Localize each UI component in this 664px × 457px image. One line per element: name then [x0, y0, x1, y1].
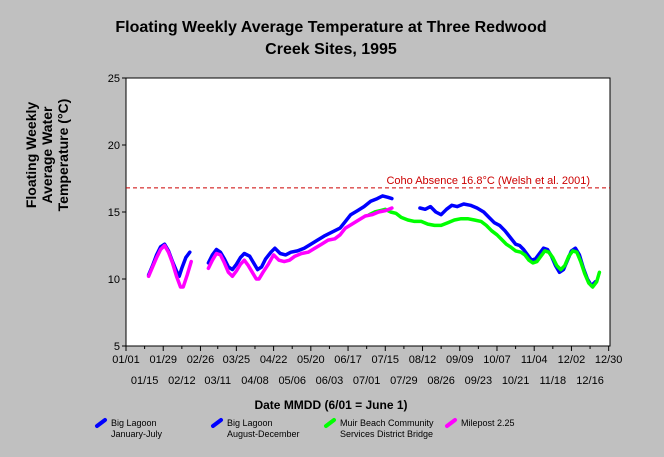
x-tick-label-lower-5: 06/03: [316, 375, 344, 387]
y-axis-label-line1: Floating Weekly: [23, 102, 39, 209]
x-tick-label-upper-2: 02/26: [187, 354, 215, 366]
x-tick-label-upper-5: 05/20: [297, 354, 325, 366]
y-tick-label-2: 15: [108, 207, 120, 219]
x-tick-label-upper-1: 01/29: [149, 354, 177, 366]
legend-swatch-0: [95, 418, 107, 428]
y-axis-label-line2: Average Water: [39, 106, 55, 204]
x-tick-label-upper-12: 12/02: [558, 354, 586, 366]
legend-swatch-1: [211, 418, 223, 428]
x-axis-label: Date MMDD (6/01 = June 1): [254, 398, 407, 412]
x-tick-label-upper-0: 01/01: [112, 354, 140, 366]
x-tick-label-upper-11: 11/04: [521, 354, 548, 366]
y-tick-label-1: 10: [108, 274, 120, 286]
y-axis-label-line3: Temperature (°C): [55, 99, 71, 212]
x-axis-ticks: 01/01 01/29 02/26 03/25 04/22 05/20 06/17 07/15…: [112, 346, 622, 387]
x-tick-label-lower-9: 09/23: [465, 375, 493, 387]
legend-label-2-line-0: Muir Beach Community: [340, 418, 434, 428]
chart-title-line2: Creek Sites, 1995: [265, 41, 397, 58]
legend-label-3-line-0: Milepost 2.25: [461, 418, 515, 428]
plot-area: [125, 77, 611, 347]
x-tick-label-upper-6: 06/17: [334, 354, 362, 366]
y-tick-label-0: 5: [114, 341, 120, 353]
y-tick-label-3: 20: [108, 140, 120, 152]
y-tick-label-4: 25: [108, 73, 120, 85]
x-tick-label-lower-7: 07/29: [390, 375, 418, 387]
x-tick-label-lower-6: 07/01: [353, 375, 381, 387]
series-0-line-segment-1: [206, 194, 394, 272]
series-2-line-segment-0: [367, 207, 602, 289]
legend-label-0-line-0: Big Lagoon: [111, 418, 157, 428]
x-tick-label-upper-13: 12/30: [595, 354, 623, 366]
x-tick-label-lower-8: 08/26: [427, 375, 455, 387]
x-tick-label-upper-10: 10/07: [483, 354, 511, 366]
x-tick-label-upper-3: 03/25: [223, 354, 251, 366]
legend-swatch-2: [324, 418, 336, 428]
threshold-group: Coho Absence 16.8°C (Welsh et al. 2001): [126, 175, 610, 189]
series-3-line-segment-0: [146, 243, 193, 289]
x-tick-label-lower-0: 01/15: [131, 375, 159, 387]
x-tick-label-lower-12: 12/16: [576, 375, 604, 387]
x-tick-label-lower-3: 04/08: [241, 375, 269, 387]
threshold-label: Coho Absence 16.8°C (Welsh et al. 2001): [386, 175, 590, 187]
x-tick-label-upper-7: 07/15: [372, 354, 400, 366]
legend-label-1-line-0: Big Lagoon: [227, 418, 273, 428]
legend-label-2-line-1: Services District Bridge: [340, 429, 433, 439]
series-layer: [146, 194, 602, 289]
x-tick-label-upper-4: 04/22: [260, 354, 288, 366]
y-axis-ticks: 5 10 15 20 25: [108, 73, 126, 353]
x-tick-label-lower-11: 11/18: [539, 375, 566, 387]
x-tick-label-lower-2: 03/11: [204, 375, 231, 387]
y-axis-label: Floating Weekly Average Water Temperatur…: [23, 99, 71, 212]
series-3-line-segment-1: [206, 206, 394, 281]
x-tick-label-lower-1: 02/12: [168, 375, 196, 387]
x-tick-label-upper-9: 09/09: [446, 354, 474, 366]
legend-label-0-line-1: January-July: [111, 429, 163, 439]
x-tick-label-lower-10: 10/21: [502, 375, 530, 387]
legend-swatch-3: [445, 418, 457, 428]
chart-title-line1: Floating Weekly Average Temperature at T…: [115, 19, 546, 36]
x-tick-label-lower-4: 05/06: [278, 375, 306, 387]
x-tick-label-upper-8: 08/12: [409, 354, 437, 366]
legend-label-1-line-1: August-December: [227, 429, 300, 439]
